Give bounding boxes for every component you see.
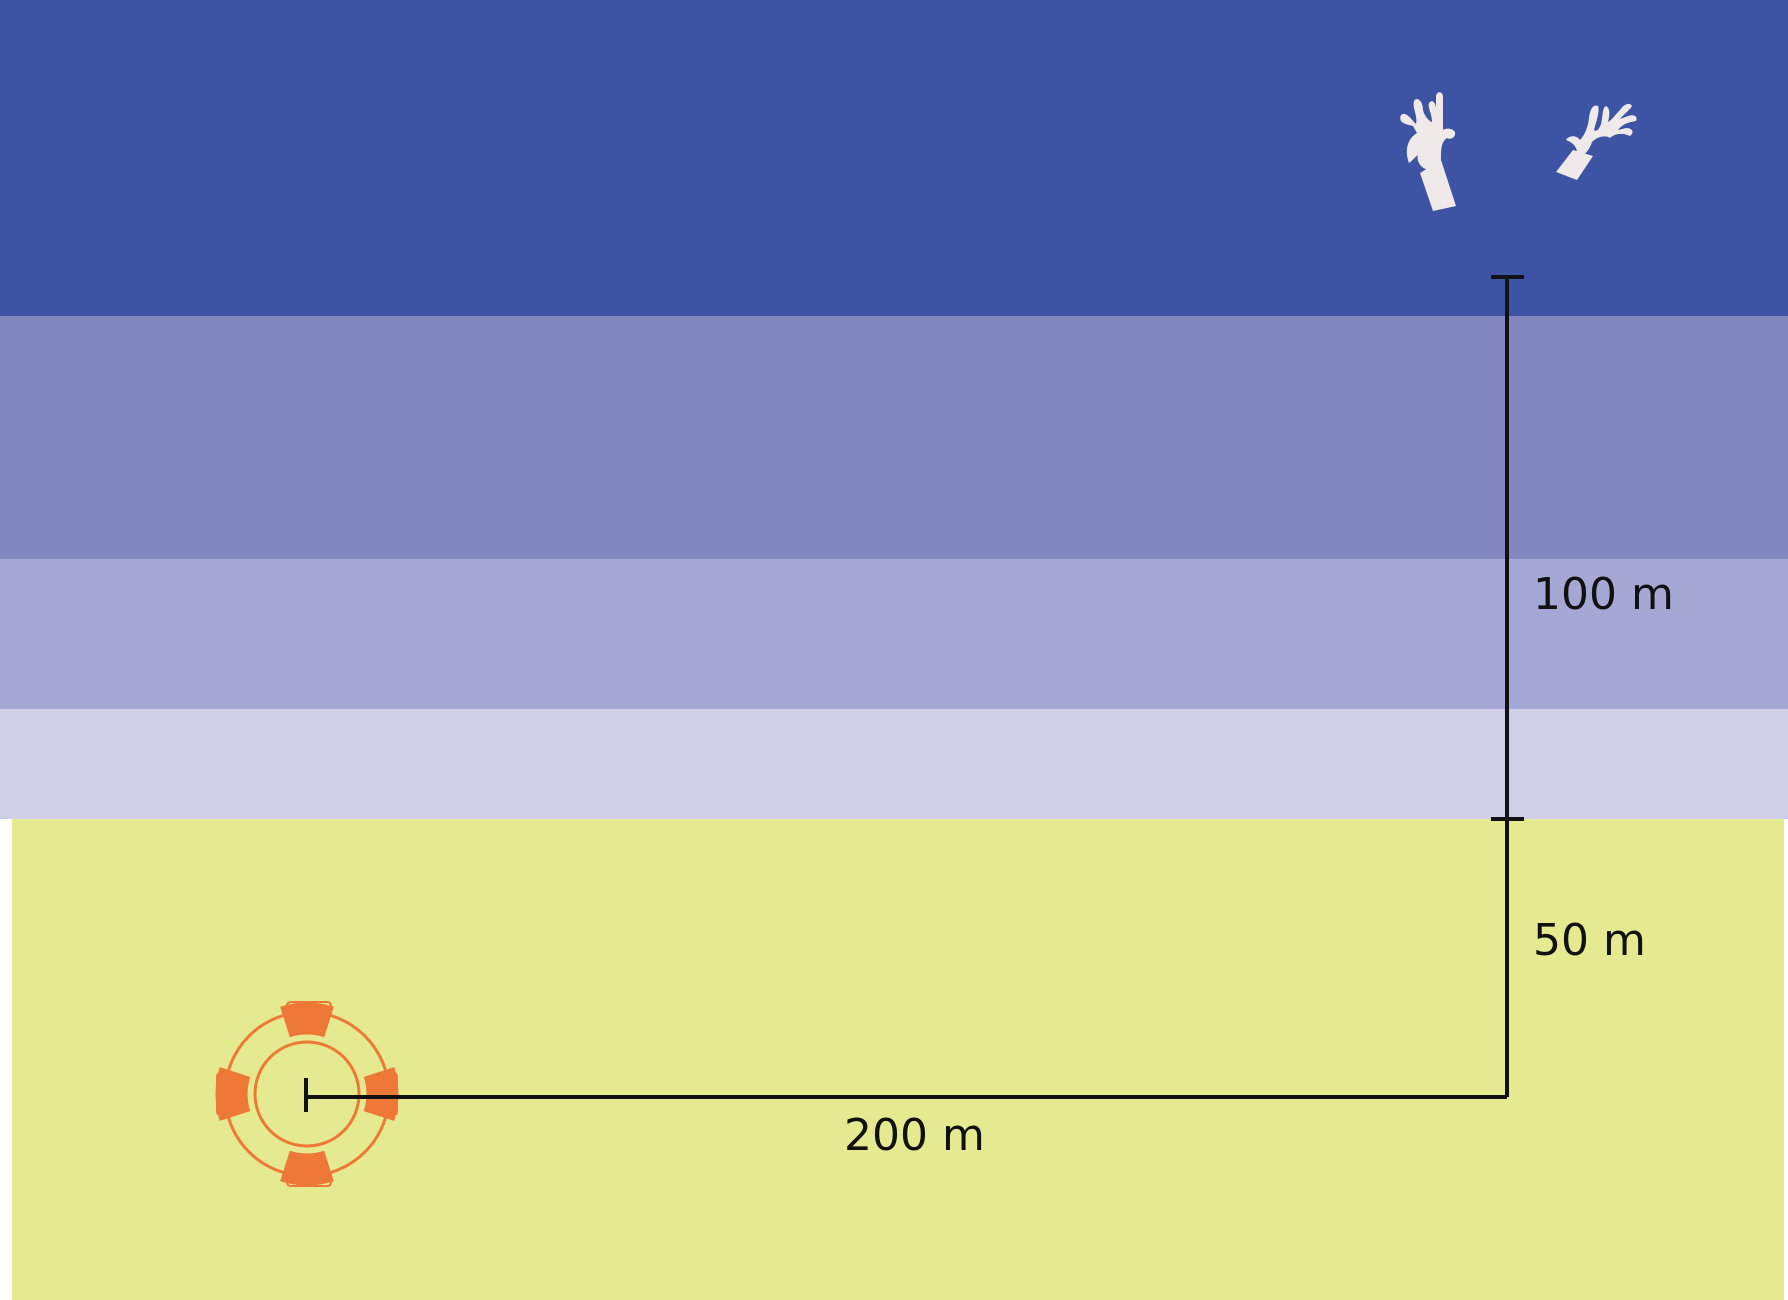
beach-distance-label: 50 m <box>1533 915 1646 966</box>
shallow-water-band <box>0 709 1788 819</box>
water-band-2 <box>0 316 1788 559</box>
left-hand-icon <box>1400 92 1456 211</box>
raised-hands-icon <box>1400 92 1637 211</box>
deep-water-band <box>0 0 1788 316</box>
shore-distance-label: 200 m <box>844 1110 985 1161</box>
water-band-3 <box>0 559 1788 709</box>
right-hand-icon <box>1556 103 1637 180</box>
water-distance-label: 100 m <box>1533 569 1674 620</box>
lifebuoy-icon <box>215 1001 399 1187</box>
sand-area <box>12 819 1784 1300</box>
